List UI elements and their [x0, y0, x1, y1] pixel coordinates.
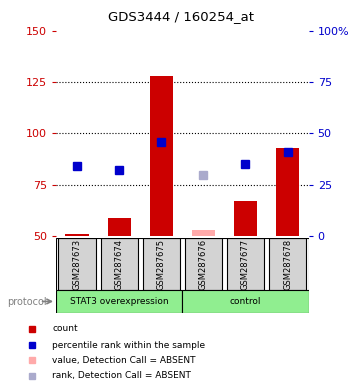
- Bar: [185, 238, 222, 290]
- Text: GSM287676: GSM287676: [199, 238, 208, 290]
- Text: GSM287677: GSM287677: [241, 238, 250, 290]
- Bar: [58, 238, 96, 290]
- Bar: [227, 238, 264, 290]
- Bar: [56, 290, 182, 313]
- Bar: [150, 76, 173, 236]
- Bar: [192, 230, 215, 236]
- Text: rank, Detection Call = ABSENT: rank, Detection Call = ABSENT: [52, 371, 191, 381]
- Text: control: control: [230, 297, 261, 306]
- Text: GSM287678: GSM287678: [283, 238, 292, 290]
- Bar: [65, 234, 88, 236]
- Bar: [101, 238, 138, 290]
- Text: STAT3 overexpression: STAT3 overexpression: [70, 297, 169, 306]
- Text: percentile rank within the sample: percentile rank within the sample: [52, 341, 205, 349]
- Bar: [269, 238, 306, 290]
- Text: GSM287675: GSM287675: [157, 238, 166, 290]
- Bar: [276, 148, 299, 236]
- Text: protocol: protocol: [7, 297, 47, 307]
- Text: GSM287674: GSM287674: [115, 238, 123, 290]
- Text: GDS3444 / 160254_at: GDS3444 / 160254_at: [108, 10, 253, 23]
- Text: value, Detection Call = ABSENT: value, Detection Call = ABSENT: [52, 356, 196, 365]
- Bar: [182, 290, 309, 313]
- Bar: [234, 201, 257, 236]
- Text: count: count: [52, 324, 78, 333]
- Bar: [143, 238, 180, 290]
- Bar: [108, 218, 131, 236]
- Text: GSM287673: GSM287673: [73, 238, 82, 290]
